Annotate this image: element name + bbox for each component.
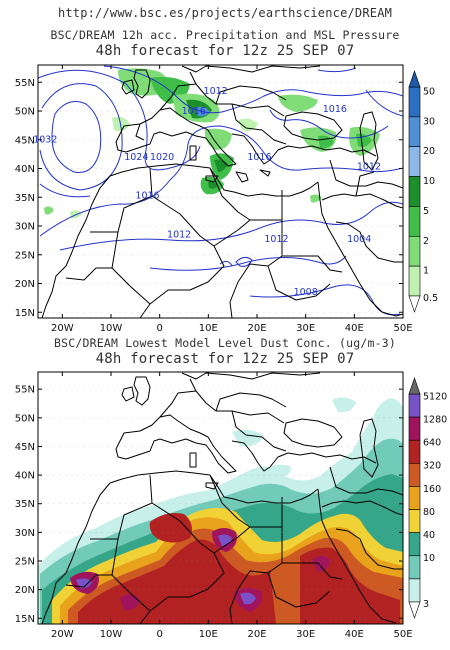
lon-tick-label: 50E [393, 323, 412, 334]
panel2-axes: 55N 50N 45N 40N 35N 30N 25N 20N 15N 20W 10W 0 10E 20E… [15, 372, 413, 640]
isobar-label: 1020 [150, 152, 174, 163]
panel2-colorbar: 5120 1280 640 320 160 80 40 10 3 [408, 377, 447, 619]
lat-tick-label: 30N [15, 528, 35, 539]
lat-tick-label: 30N [15, 222, 35, 233]
colorbar-segment [408, 265, 421, 297]
colorbar-label: 640 [423, 438, 441, 449]
lon-tick-label: 40E [345, 629, 364, 640]
colorbar-label: 10 [423, 553, 435, 564]
lat-tick-label: 55N [15, 78, 35, 89]
isobar-label: 1012 [357, 162, 381, 173]
lon-tick-label: 0 [156, 323, 162, 334]
colorbar-segment [408, 176, 421, 207]
colorbar-label: 1 [423, 266, 429, 277]
lon-tick-label: 50E [393, 629, 412, 640]
lon-tick-label: 30E [296, 629, 315, 640]
lon-tick-label: 20E [247, 323, 266, 334]
colorbar-segment [408, 393, 421, 418]
panel1-isobar-labels: 1032 1012 1016 1016 1024 1020 1016 1012 1016 1012… [33, 86, 381, 298]
colorbar-label: 30 [423, 116, 435, 127]
panel2-subtitle: 48h forecast for 12z 25 SEP 07 [95, 351, 355, 367]
lat-tick-label: 25N [15, 557, 35, 568]
colorbar-label: 320 [423, 461, 441, 472]
lat-tick-label: 35N [15, 499, 35, 510]
colorbar-min-arrow [408, 601, 421, 619]
colorbar-segment [408, 532, 421, 557]
panel1-map [37, 64, 404, 319]
colorbar-min-arrow [408, 295, 421, 313]
colorbar-segment [408, 578, 421, 603]
panel2-title: BSC/DREAM Lowest Model Level Dust Conc. … [54, 336, 396, 350]
isobar-label: 1012 [264, 234, 288, 245]
isobar-label: 1016 [182, 106, 206, 117]
panel1-coastlines [41, 65, 403, 318]
colorbar-segment [408, 146, 421, 177]
colorbar-label: 2 [423, 236, 429, 247]
colorbar-segment [408, 509, 421, 533]
lat-tick-label: 25N [15, 250, 35, 261]
isobar-label: 1024 [124, 152, 148, 163]
colorbar-max-arrow [408, 377, 421, 395]
lon-tick-label: 10E [199, 629, 218, 640]
lon-tick-label: 40E [345, 323, 364, 334]
lat-tick-label: 40N [15, 471, 35, 482]
colorbar-label: 40 [423, 530, 435, 541]
isobar-label: 1016 [135, 190, 159, 201]
colorbar-label: 20 [423, 146, 435, 157]
lat-tick-label: 40N [15, 164, 35, 175]
colorbar-segment [408, 555, 421, 580]
colorbar-segment [408, 86, 421, 118]
colorbar-label: 160 [423, 484, 441, 495]
isobar-label: 1008 [294, 287, 318, 298]
source-url: http://www.bsc.es/projects/earthscience/… [57, 6, 393, 20]
colorbar-label: 5120 [423, 391, 447, 402]
lat-tick-label: 45N [15, 442, 35, 453]
isobar-label: 1012 [167, 230, 191, 241]
panel2-map [37, 371, 404, 625]
colorbar-segment [408, 235, 421, 267]
lon-tick-label: 30E [296, 323, 315, 334]
colorbar-segment [408, 116, 421, 148]
colorbar-label: 1280 [423, 414, 447, 425]
panel1-colorbar: 50 30 20 10 5 2 1 0.5 [408, 70, 438, 313]
colorbar-segment [408, 416, 421, 441]
lon-tick-label: 10W [100, 629, 123, 640]
colorbar-segment [408, 439, 421, 464]
lon-tick-label: 0 [156, 629, 162, 640]
isobar-label: 1004 [347, 234, 371, 245]
colorbar-label: 3 [423, 599, 429, 610]
lon-tick-label: 20W [51, 323, 74, 334]
lat-tick-label: 20N [15, 585, 35, 596]
panel1-axes: 55N 50N 45N 40N 35N 30N 25N 20N 15N 20W 10W 0 10E 20E… [15, 65, 413, 334]
lat-tick-label: 20N [15, 279, 35, 290]
colorbar-label: 50 [423, 86, 435, 97]
panel2-coastlines [41, 372, 403, 624]
lon-tick-label: 10W [100, 323, 123, 334]
colorbar-segment [408, 206, 421, 237]
panel1-subtitle: 48h forecast for 12z 25 SEP 07 [95, 43, 355, 59]
isobar-label: 1016 [247, 152, 271, 163]
lat-tick-label: 45N [15, 135, 35, 146]
colorbar-label: 10 [423, 176, 435, 187]
lat-tick-label: 50N [15, 107, 35, 118]
lat-tick-label: 15N [15, 614, 35, 625]
lon-tick-label: 20W [51, 629, 74, 640]
colorbar-max-arrow [408, 70, 421, 88]
colorbar-label: 0.5 [423, 293, 438, 304]
lat-tick-label: 15N [15, 308, 35, 319]
isobar-label: 1032 [33, 135, 57, 146]
isobar-label: 1012 [204, 86, 228, 97]
lat-tick-label: 55N [15, 385, 35, 396]
colorbar-segment [408, 486, 421, 510]
colorbar-segment [408, 463, 421, 487]
colorbar-label: 5 [423, 206, 429, 217]
lat-tick-label: 50N [15, 413, 35, 424]
lat-tick-label: 35N [15, 193, 35, 204]
lon-tick-label: 10E [199, 323, 218, 334]
panel1-title: BSC/DREAM 12h acc. Precipitation and MSL… [50, 28, 400, 42]
colorbar-label: 80 [423, 507, 435, 518]
lon-tick-label: 20E [247, 629, 266, 640]
isobar-label: 1016 [323, 104, 347, 115]
